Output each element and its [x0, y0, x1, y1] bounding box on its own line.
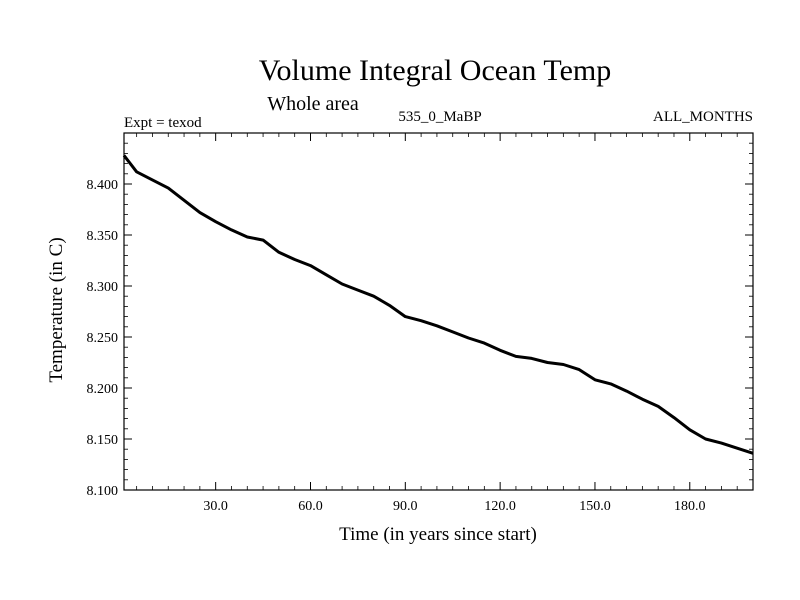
x-tick-label: 90.0 — [393, 499, 418, 514]
x-tick-label: 180.0 — [674, 499, 706, 514]
y-tick-label: 8.200 — [87, 382, 119, 397]
y-tick-label: 8.350 — [87, 229, 119, 244]
series-line — [122, 154, 754, 455]
y-axis-label: Temperature (in C) — [46, 237, 67, 382]
plot-frame — [123, 132, 754, 491]
x-tick-label: 120.0 — [484, 499, 516, 514]
expt-label: Expt = texod — [124, 115, 202, 131]
chart-subtitle: Whole area — [267, 93, 359, 115]
months-label: ALL_MONTHS — [653, 109, 753, 125]
y-tick-label: 8.300 — [87, 280, 119, 295]
plot-area: 30.0 60.0 90.0 120.0 150.0 180.0 8.100 8.150 8.2… — [87, 132, 754, 514]
y-tick-label: 8.100 — [87, 484, 119, 499]
x-axis-label: Time (in years since start) — [339, 524, 537, 545]
x-tick-label: 150.0 — [579, 499, 611, 514]
x-tick-label: 60.0 — [298, 499, 323, 514]
chart-title: Volume Integral Ocean Temp — [259, 54, 612, 87]
y-tick-label: 8.250 — [87, 331, 119, 346]
y-tick-label: 8.400 — [87, 178, 119, 193]
x-tick-label: 30.0 — [203, 499, 228, 514]
run-label: 535_0_MaBP — [398, 109, 481, 125]
y-tick-label: 8.150 — [87, 433, 119, 448]
